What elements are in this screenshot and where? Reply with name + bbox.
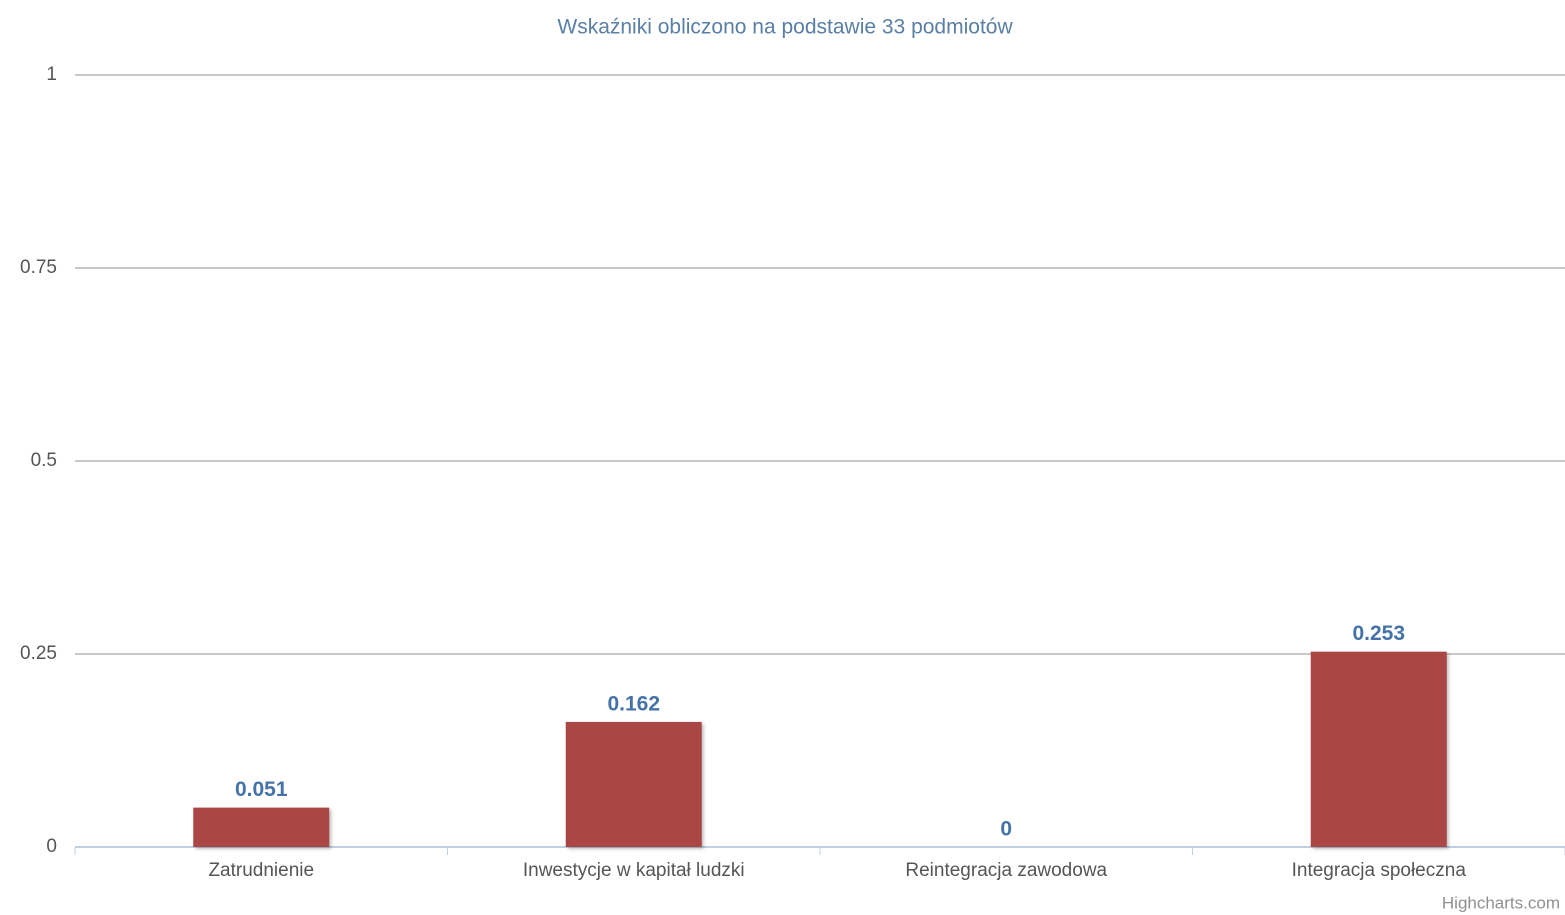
x-tick-label: Inwestycje w kapitał ludzki	[523, 860, 745, 881]
bar	[565, 721, 702, 847]
x-tick-label: Integracja społeczna	[1292, 860, 1467, 881]
y-tick-label: 0.75	[20, 257, 57, 278]
y-tick-label: 0.25	[20, 643, 57, 664]
data-label: 0.051	[235, 778, 288, 801]
y-tick-label: 0	[46, 836, 57, 857]
data-label: 0.253	[1352, 622, 1405, 645]
bar	[1310, 651, 1447, 847]
data-label: 0.162	[607, 692, 660, 715]
x-tick-label: Reintegracja zawodowa	[905, 860, 1107, 881]
credits[interactable]: Highcharts.com	[1442, 893, 1560, 912]
bar	[193, 807, 330, 847]
chart-title: Wskaźniki obliczono na podstawie 33 podm…	[557, 16, 1013, 39]
x-tick-label: Zatrudnienie	[208, 860, 314, 881]
data-label: 0	[1000, 818, 1012, 841]
y-tick-label: 0.5	[31, 450, 57, 471]
y-tick-label: 1	[46, 64, 57, 85]
